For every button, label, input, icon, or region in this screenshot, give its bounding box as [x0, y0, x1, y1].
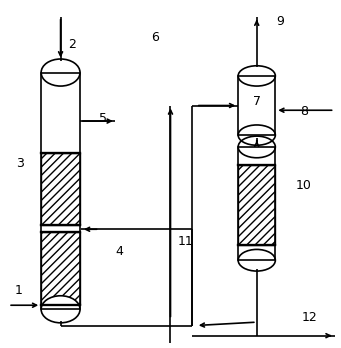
Text: 2: 2 — [69, 38, 76, 51]
Polygon shape — [41, 72, 80, 309]
Polygon shape — [238, 165, 275, 245]
Text: 3: 3 — [16, 157, 24, 171]
Text: 7: 7 — [253, 95, 261, 108]
Text: 8: 8 — [300, 105, 308, 118]
Text: 12: 12 — [301, 311, 317, 324]
Text: 6: 6 — [151, 31, 159, 44]
Text: 5: 5 — [99, 112, 107, 125]
Polygon shape — [41, 153, 80, 225]
Ellipse shape — [41, 296, 80, 323]
Polygon shape — [238, 147, 275, 260]
Text: 4: 4 — [116, 245, 124, 258]
Ellipse shape — [238, 125, 275, 145]
Text: 1: 1 — [14, 284, 22, 297]
Text: 11: 11 — [178, 235, 194, 248]
Text: 10: 10 — [296, 179, 312, 192]
Polygon shape — [41, 232, 80, 304]
Ellipse shape — [238, 66, 275, 86]
Ellipse shape — [238, 250, 275, 271]
Ellipse shape — [238, 136, 275, 158]
Ellipse shape — [41, 59, 80, 86]
Polygon shape — [238, 76, 275, 135]
Text: 9: 9 — [277, 15, 284, 27]
